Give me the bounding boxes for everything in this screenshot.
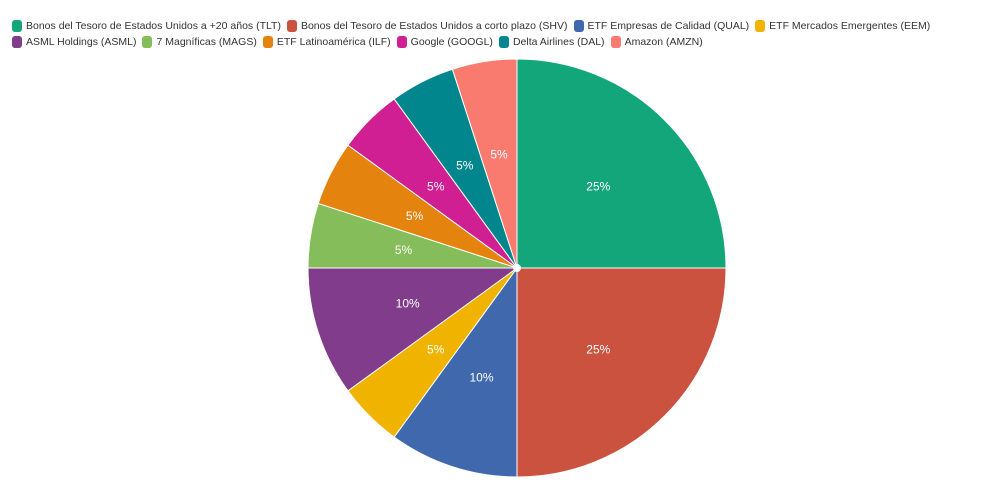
slice-data-label: 10% [469, 370, 493, 384]
slice-data-label: 5% [427, 342, 445, 356]
legend-label: Bonos del Tesoro de Estados Unidos a +20… [26, 20, 281, 32]
slice-data-label: 25% [586, 342, 610, 356]
legend-swatch [142, 36, 153, 48]
legend: Bonos del Tesoro de Estados Unidos a +20… [12, 20, 974, 48]
legend-label: ASML Holdings (ASML) [26, 36, 137, 48]
legend-item[interactable]: ASML Holdings (ASML) [12, 36, 136, 48]
slice-data-label: 5% [427, 180, 445, 194]
legend-label: ETF Latinoamérica (ILF) [276, 36, 391, 48]
slice-data-label: 5% [490, 148, 508, 162]
pie-slice[interactable] [516, 267, 727, 478]
legend-item[interactable]: Google (GOOGL) [396, 36, 493, 48]
legend-item[interactable]: ETF Empresas de Calidad (QUAL) [573, 20, 750, 32]
legend-item[interactable]: ETF Latinoamérica (ILF) [262, 36, 391, 48]
slice-data-label: 5% [456, 159, 474, 173]
legend-label: Delta Airlines (DAL) [512, 36, 605, 48]
slice-data-label: 5% [395, 243, 413, 257]
slice-data-label: 25% [586, 180, 610, 194]
legend-label: Bonos del Tesoro de Estados Unidos a cor… [300, 20, 568, 32]
legend-item[interactable]: Amazon (AMZN) [610, 36, 703, 48]
legend-swatch [262, 36, 273, 48]
legend-label: 7 Magníficas (MAGS) [156, 36, 257, 48]
legend-swatch [12, 36, 22, 48]
legend-swatch [610, 36, 621, 48]
legend-swatch [396, 36, 407, 48]
pie-slice[interactable] [516, 58, 727, 269]
pie-slice[interactable] [393, 266, 518, 478]
legend-item[interactable]: ETF Mercados Emergentes (EEM) [755, 20, 930, 32]
legend-label: Google (GOOGL) [410, 36, 493, 48]
legend-swatch [286, 20, 297, 32]
pie-slice[interactable] [307, 267, 519, 392]
slice-data-label: 10% [396, 297, 420, 311]
legend-label: ETF Mercados Emergentes (EEM) [769, 20, 931, 32]
legend-item[interactable]: 7 Magníficas (MAGS) [142, 36, 257, 48]
legend-label: Amazon (AMZN) [624, 36, 703, 48]
legend-item[interactable]: Bonos del Tesoro de Estados Unidos a cor… [286, 20, 568, 32]
legend-item[interactable]: Delta Airlines (DAL) [498, 36, 605, 48]
slice-data-label: 5% [406, 209, 424, 223]
pie-slice[interactable] [451, 58, 518, 269]
pie-center-dot [513, 264, 521, 272]
legend-item[interactable]: Bonos del Tesoro de Estados Unidos a +20… [12, 20, 281, 32]
legend-swatch [573, 20, 584, 32]
legend-swatch [498, 36, 509, 48]
legend-swatch [12, 20, 22, 32]
legend-label: ETF Empresas de Calidad (QUAL) [587, 20, 750, 32]
legend-swatch [755, 20, 766, 32]
